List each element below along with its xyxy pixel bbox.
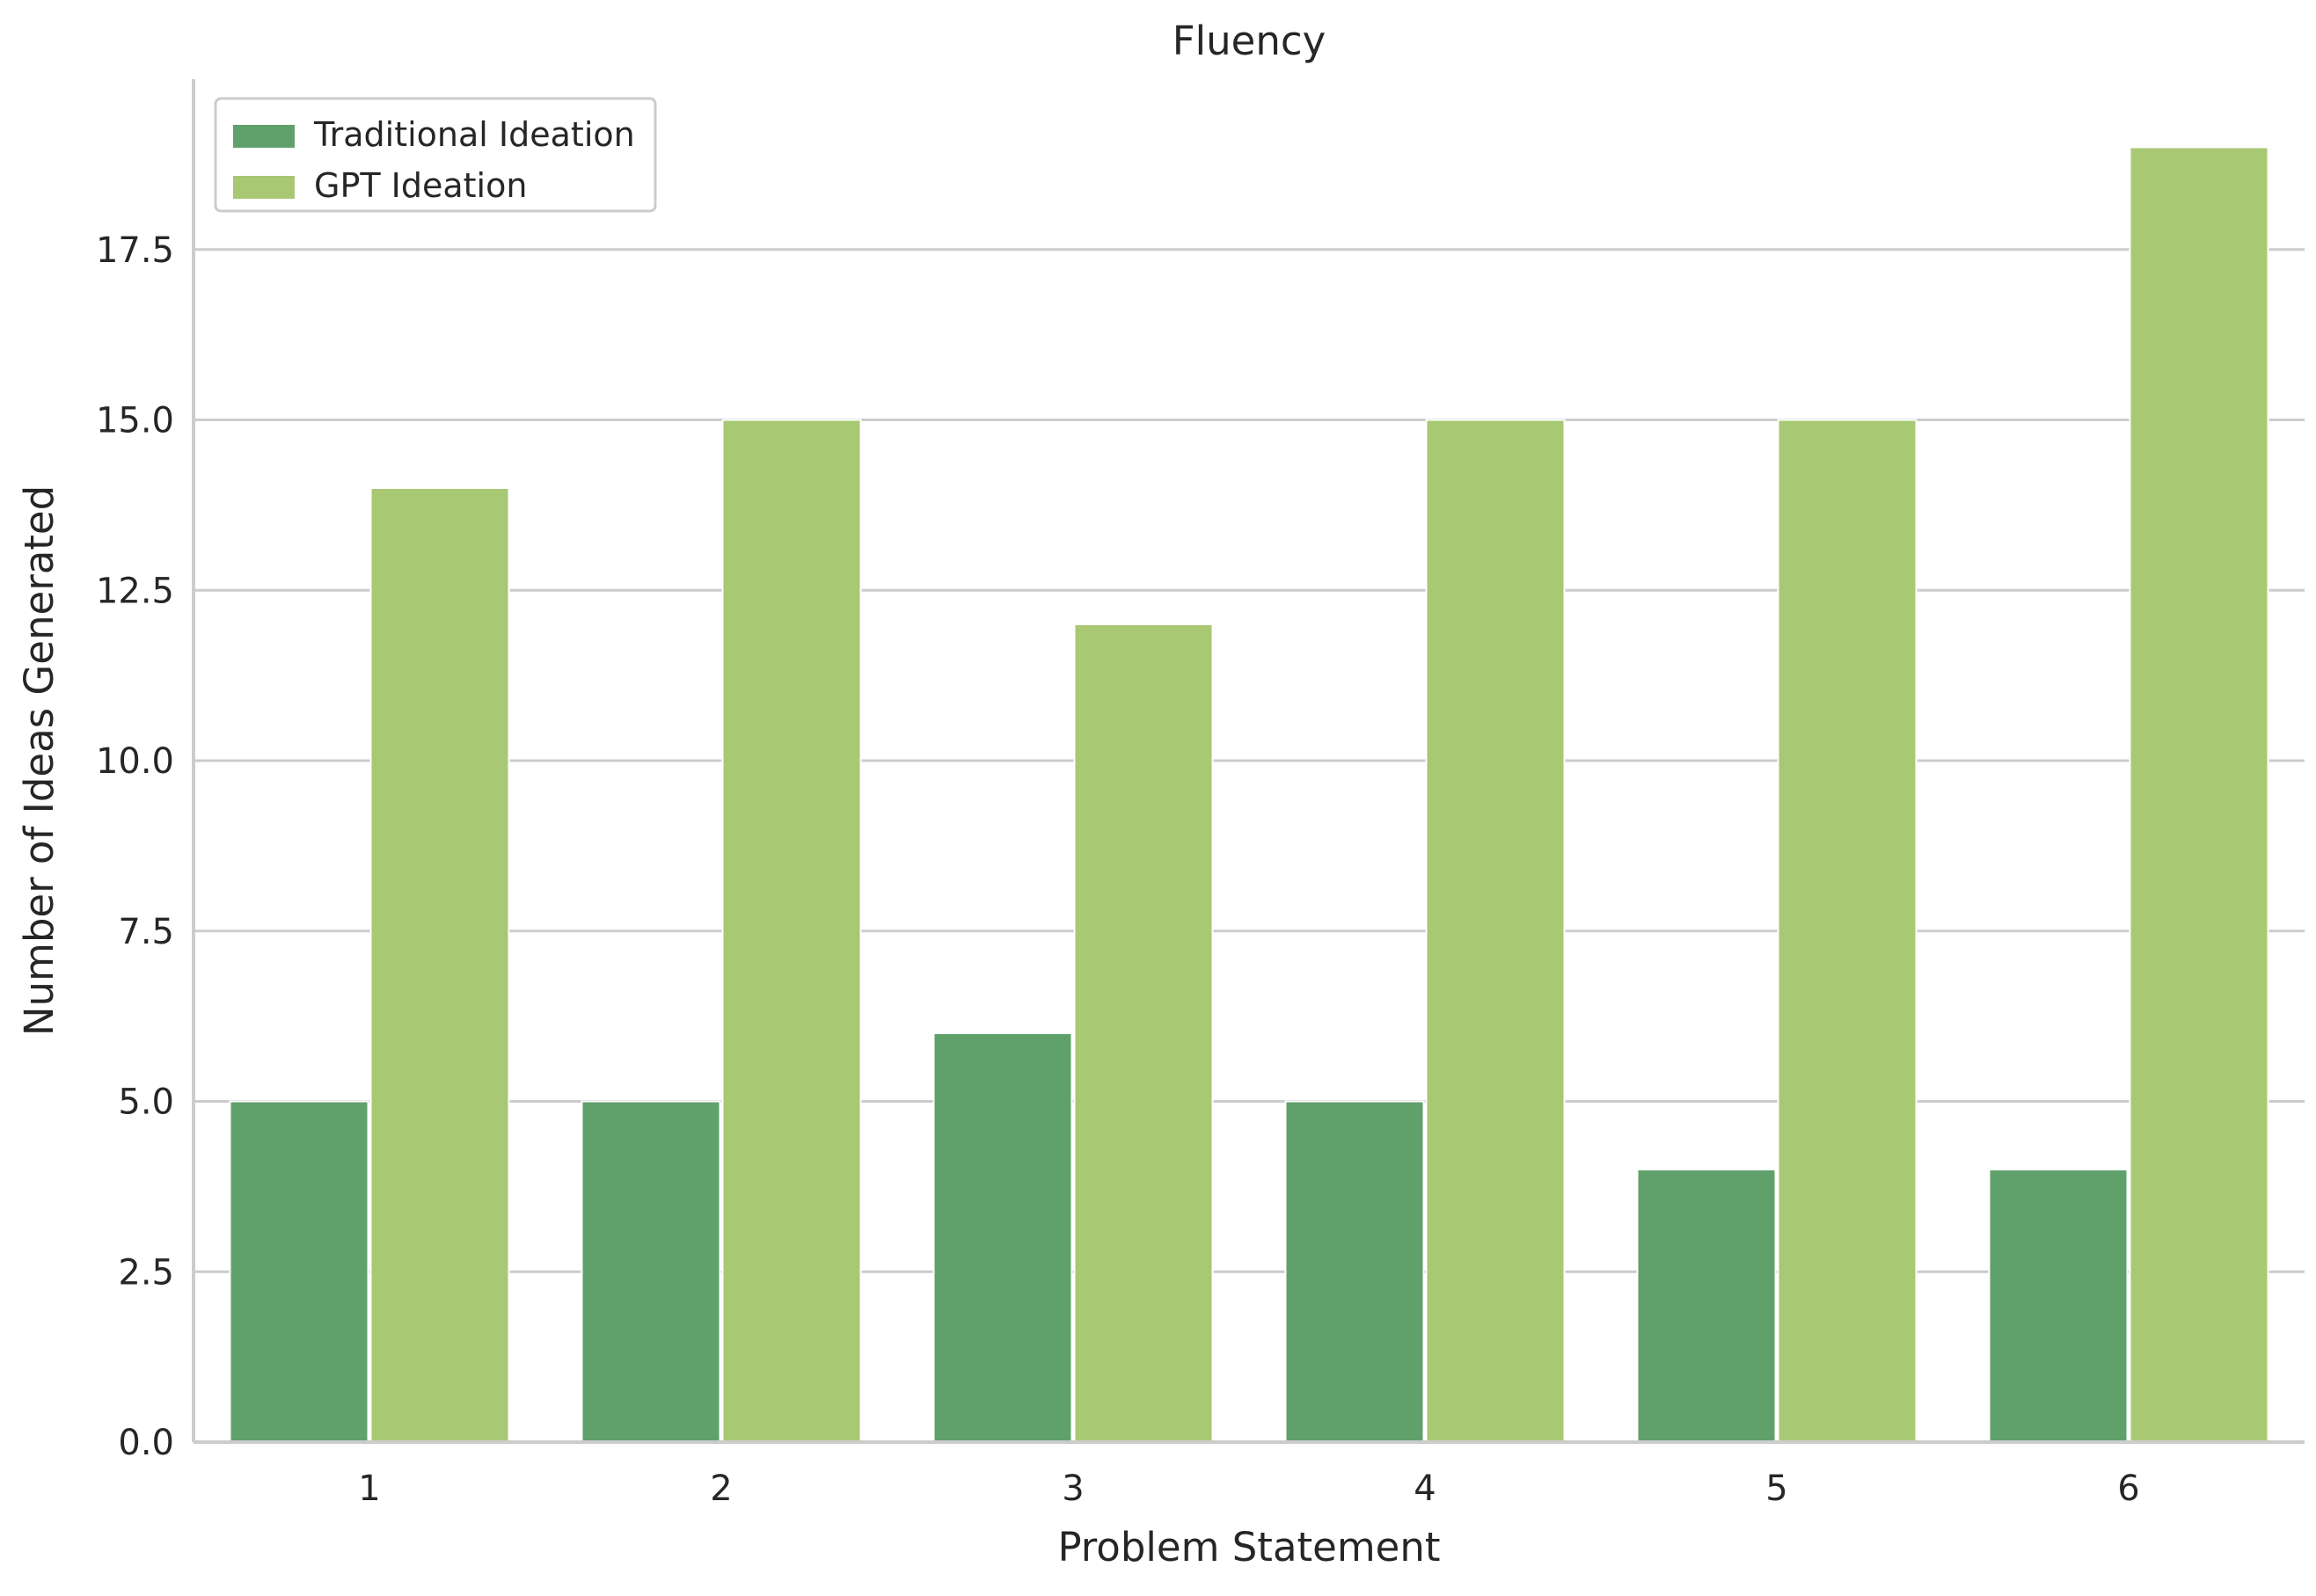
legend-label: GPT Ideation bbox=[314, 166, 527, 205]
bar-gpt-5 bbox=[1777, 419, 1918, 1443]
x-tick-label: 2 bbox=[710, 1468, 732, 1509]
bar-gpt-1 bbox=[369, 487, 510, 1443]
x-tick-label: 5 bbox=[1765, 1468, 1787, 1509]
y-tick-label: 0.0 bbox=[118, 1423, 174, 1463]
legend-swatch bbox=[233, 176, 295, 199]
bar-traditional-4 bbox=[1284, 1100, 1425, 1443]
axis-spines bbox=[192, 79, 2305, 1444]
y-axis-title: Number of Ideas Generated bbox=[16, 485, 62, 1036]
chart-title: Fluency bbox=[1173, 18, 1326, 64]
y-tick-label: 17.5 bbox=[96, 230, 174, 271]
bar-gpt-6 bbox=[2129, 146, 2269, 1443]
x-tick-label: 4 bbox=[1414, 1468, 1436, 1509]
legend: Traditional Ideation GPT Ideation bbox=[214, 97, 657, 213]
bar-gpt-2 bbox=[721, 419, 862, 1443]
x-tick-label: 3 bbox=[1062, 1468, 1084, 1509]
bar-traditional-6 bbox=[1988, 1169, 2129, 1443]
bar-traditional-2 bbox=[581, 1100, 721, 1443]
bars bbox=[229, 146, 2269, 1443]
legend-box bbox=[214, 97, 657, 213]
x-tick-label: 1 bbox=[358, 1468, 380, 1509]
bar-traditional-5 bbox=[1636, 1169, 1777, 1443]
y-tick-label: 2.5 bbox=[118, 1252, 174, 1293]
legend-swatch bbox=[233, 125, 295, 148]
bar-traditional-3 bbox=[932, 1032, 1073, 1443]
bar-traditional-1 bbox=[229, 1100, 369, 1443]
x-axis-ticks: 1 2 3 4 5 6 bbox=[358, 1468, 2139, 1509]
y-tick-label: 15.0 bbox=[96, 401, 174, 441]
gridlines bbox=[194, 248, 2305, 1273]
y-tick-label: 5.0 bbox=[118, 1082, 174, 1123]
y-tick-label: 12.5 bbox=[96, 571, 174, 611]
x-tick-label: 6 bbox=[2117, 1468, 2139, 1509]
bar-gpt-3 bbox=[1073, 623, 1214, 1443]
y-tick-label: 7.5 bbox=[118, 912, 174, 952]
x-axis-title: Problem Statement bbox=[1057, 1524, 1440, 1570]
y-axis-ticks: 0.0 2.5 5.0 7.5 10.0 12.5 15.0 17.5 bbox=[96, 230, 174, 1463]
legend-label: Traditional Ideation bbox=[313, 115, 635, 154]
y-tick-label: 10.0 bbox=[96, 741, 174, 782]
bar-gpt-4 bbox=[1425, 419, 1566, 1443]
